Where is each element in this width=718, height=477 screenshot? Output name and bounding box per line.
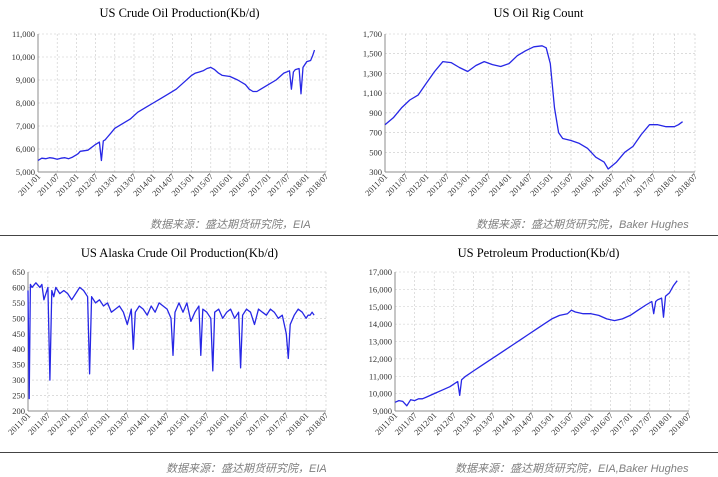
chart-title: US Petroleum Production(Kb/d) [457,246,620,260]
y-tick-label: 12,000 [369,354,392,364]
y-tick-label: 1,700 [363,29,382,39]
y-tick-label: 700 [369,128,382,138]
y-tick-label: 350 [12,360,25,370]
y-tick-label: 450 [12,329,25,339]
y-tick-label: 1,100 [363,88,382,98]
chart-title: US Alaska Crude Oil Production(Kb/d) [80,246,279,260]
y-tick-label: 600 [12,282,25,292]
y-tick-label: 300 [369,167,382,177]
y-tick-label: 200 [12,406,25,416]
section-divider [0,452,718,453]
y-tick-label: 550 [12,298,25,308]
chart-source-note: 数据来源：盛达期货研究院，EIA [166,463,327,475]
series-line [384,45,683,170]
y-tick-label: 9,000 [16,75,35,85]
chart-panel-us-alaska-crude-oil-production: US Alaska Crude Oil Production(Kb/d) 200… [0,240,359,450]
series-line [27,282,315,400]
chart-source-note: 数据来源：盛达期货研究院，EIA,Baker Hughes [455,463,689,475]
series-line [37,49,316,162]
y-tick-label: 5,000 [16,167,35,177]
chart-plot: 2002503003504004505005506006502011/01201… [6,267,331,437]
chart-plot: 9,000 10,000 11,000 12,000 13,000 14,000 15,00… [369,267,694,437]
y-tick-label: 9,000 [373,406,392,416]
section-divider [0,235,718,236]
y-tick-label: 16,000 [369,284,392,294]
y-tick-label: 250 [12,391,25,401]
y-tick-label: 6,000 [16,144,35,154]
y-tick-label: 400 [12,344,25,354]
chart-title: US Crude Oil Production(Kb/d) [99,6,260,20]
y-tick-label: 500 [12,313,25,323]
y-tick-label: 10,000 [12,52,35,62]
y-tick-label: 7,000 [16,121,35,131]
chart-source-note: 数据来源：盛达期货研究院，EIA [150,219,311,231]
y-tick-label: 17,000 [369,267,392,277]
y-tick-label: 650 [12,267,25,277]
chart-title: US Oil Rig Count [493,6,584,20]
chart-plot: 3005007009001,1001,3001,5001,7002011/012… [363,29,700,198]
y-tick-label: 1,500 [363,49,382,59]
y-tick-label: 11,000 [369,371,392,381]
x-tick-label: 2018/07 [304,410,331,437]
y-tick-label: 15,000 [369,302,392,312]
y-tick-label: 300 [12,375,25,385]
x-tick-label: 2018/07 [673,171,700,198]
chart-panel-us-oil-rig-count: US Oil Rig Count 300 500 700 900 1,100 1,300 1… [359,0,718,210]
series-line [394,280,678,407]
y-tick-label: 13,000 [369,337,392,347]
y-tick-label: 14,000 [369,319,392,329]
y-tick-label: 1,300 [363,68,382,78]
chart-panel-us-petroleum-production: US Petroleum Production(Kb/d) 9,000 10,00… [359,240,718,450]
chart-plot: 5,0006,0007,0008,0009,00010,00011,000201… [12,29,331,198]
y-tick-label: 8,000 [16,98,35,108]
y-tick-label: 500 [369,147,382,157]
chart-panel-us-crude-oil-production: US Crude Oil Production(Kb/d) 5,000 6,000… [0,0,359,210]
chart-source-note: 数据来源：盛达期货研究院，Baker Hughes [476,219,689,231]
y-tick-label: 900 [369,108,382,118]
y-tick-label: 11,000 [12,29,35,39]
y-tick-label: 10,000 [369,389,392,399]
